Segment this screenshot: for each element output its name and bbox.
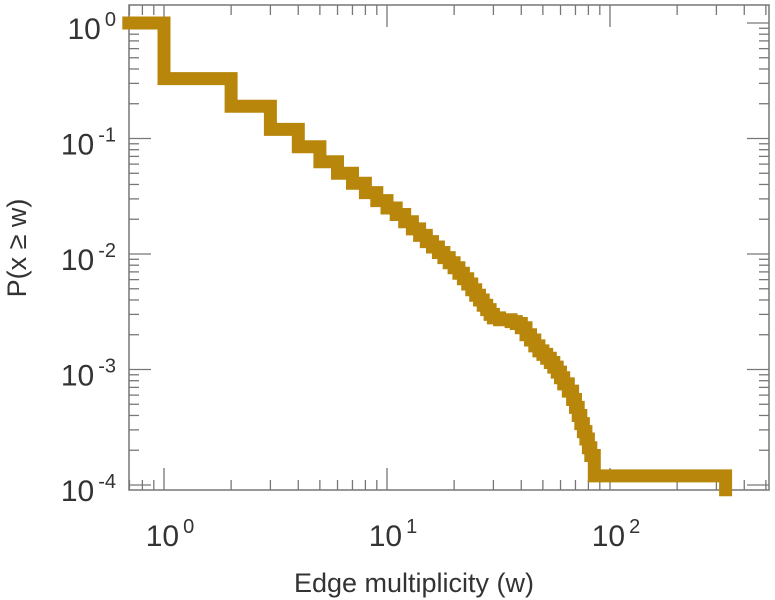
x-tick-labels: 10 0 10 1 10 2 [146,516,641,553]
y-axis-label: P(x ≥ w) [2,199,32,298]
y-tick-label: 10 -3 [61,356,116,393]
minor-ticks [128,5,769,490]
x-tick-label: 10 1 [369,516,418,553]
series-line [122,16,733,497]
plot-frame [128,4,770,491]
y-tick-label: 10 -1 [61,125,116,162]
y-tick-label: 10 -4 [61,471,116,508]
x-tick-label: 10 0 [146,516,195,553]
x-tick-label: 10 2 [592,516,641,553]
y-tick-label: 10 0 [68,9,117,46]
y-tick-label: 10 -2 [61,240,116,277]
x-axis-label: Edge multiplicity (w) [294,568,534,598]
